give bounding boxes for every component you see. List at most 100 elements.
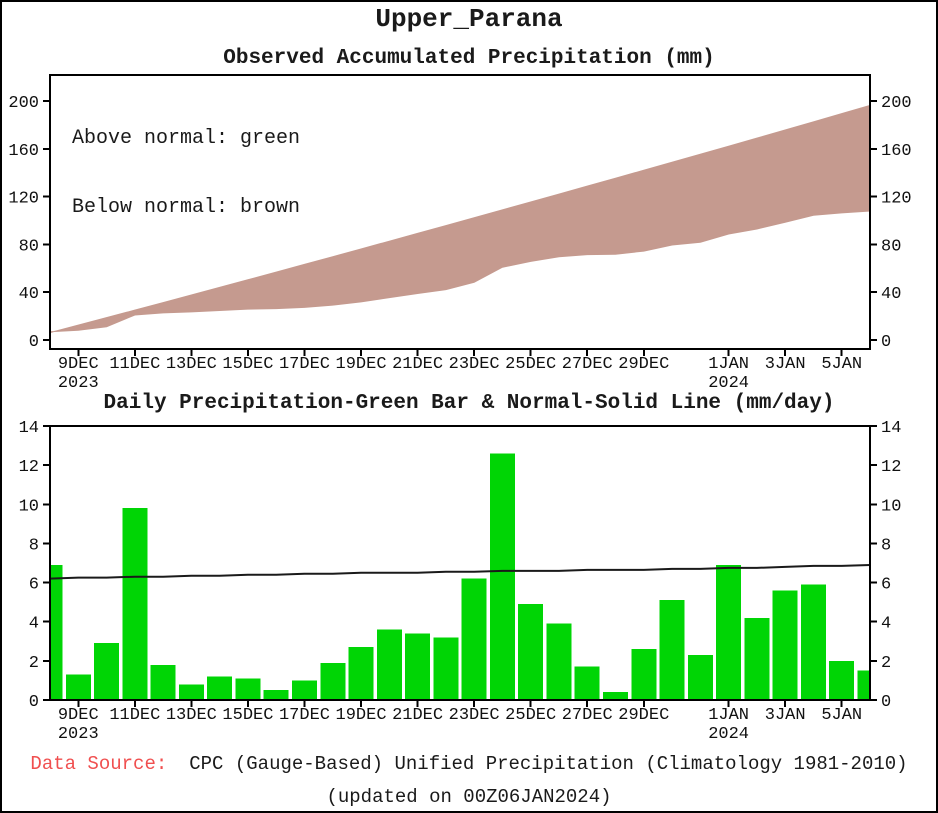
daily-y-tick-label: 12: [881, 458, 901, 477]
daily-y-tick-label: 14: [881, 419, 901, 438]
daily-precip-bar: [461, 578, 487, 700]
accum-y-tick-label: 40: [881, 285, 901, 304]
accum-y-tick-label: 0: [29, 333, 39, 352]
daily-precip-bar: [50, 564, 63, 700]
daily-y-tick-label: 2: [881, 654, 891, 673]
accumulated-chart-title: Observed Accumulated Precipitation (mm): [223, 47, 715, 70]
x-year-label: 2023: [58, 725, 99, 744]
daily-precip-bar: [857, 670, 870, 700]
x-tick-label: 15DEC: [222, 355, 273, 374]
accum-y-tick-label: 40: [19, 285, 39, 304]
daily-precip-bar: [744, 617, 770, 700]
x-year-label: 2023: [58, 374, 99, 393]
daily-precip-bar: [659, 600, 685, 700]
x-tick-label: 9DEC: [58, 706, 99, 725]
daily-precip-bar: [829, 660, 855, 700]
accum-y-tick-label: 200: [881, 94, 912, 113]
x-tick-label: 3JAN: [765, 706, 806, 725]
x-tick-label: 21DEC: [392, 706, 443, 725]
daily-precip-bar: [178, 684, 204, 700]
data-source-label: Data Source:: [30, 753, 168, 775]
x-tick-label: 29DEC: [618, 706, 669, 725]
updated-line: (updated on 00Z06JAN2024): [326, 786, 612, 808]
x-tick-label: 27DEC: [562, 706, 613, 725]
x-tick-label: 23DEC: [449, 355, 500, 374]
daily-y-tick-label: 6: [29, 576, 39, 595]
daily-y-tick-label: 6: [881, 576, 891, 595]
x-tick-label: 5JAN: [821, 706, 862, 725]
legend: Above normal: green Below normal: brown: [72, 81, 300, 265]
data-source-text: CPC (Gauge-Based) Unified Precipitation …: [189, 753, 908, 775]
daily-y-tick-label: 2: [29, 654, 39, 673]
x-tick-label: 13DEC: [166, 706, 217, 725]
accum-y-tick-label: 200: [8, 94, 39, 113]
daily-y-tick-label: 14: [19, 419, 39, 438]
x-tick-label: 29DEC: [618, 355, 669, 374]
daily-precip-bar: [94, 643, 120, 700]
x-tick-label: 5JAN: [821, 355, 862, 374]
accum-y-tick-label: 120: [881, 190, 912, 209]
x-tick-label: 9DEC: [58, 355, 99, 374]
x-tick-label: 19DEC: [336, 355, 387, 374]
daily-precip-bar: [772, 590, 798, 700]
daily-precip-bar: [207, 676, 233, 700]
x-tick-label: 11DEC: [109, 706, 160, 725]
daily-chart-title: Daily Precipitation-Green Bar & Normal-S…: [103, 392, 835, 415]
daily-precip-bar: [405, 633, 431, 700]
daily-y-tick-label: 4: [29, 615, 39, 634]
legend-above-normal: Above normal: green: [72, 127, 301, 150]
legend-below-normal: Below normal: brown: [72, 196, 301, 219]
daily-precip-bar: [320, 662, 346, 700]
daily-precip-bar: [546, 623, 572, 700]
x-year-label: 2024: [708, 374, 749, 393]
daily-precip-bar: [65, 674, 91, 700]
accum-y-tick-label: 120: [8, 190, 39, 209]
daily-y-tick-label: 8: [29, 536, 39, 555]
x-tick-label: 27DEC: [562, 355, 613, 374]
daily-precip-bar: [489, 453, 515, 700]
daily-y-tick-label: 10: [19, 497, 39, 516]
x-tick-label: 15DEC: [222, 706, 273, 725]
daily-precip-bar: [687, 654, 713, 700]
daily-precip-bar: [376, 629, 402, 700]
daily-precip-bar: [433, 637, 459, 700]
daily-precip-bar: [122, 508, 148, 700]
accum-y-tick-label: 160: [8, 142, 39, 161]
x-tick-label: 25DEC: [505, 355, 556, 374]
x-tick-label: 25DEC: [505, 706, 556, 725]
x-tick-label: 21DEC: [392, 355, 443, 374]
daily-precip-bar: [291, 680, 317, 700]
normal-line: [49, 563, 871, 580]
daily-precip-bar: [716, 564, 742, 700]
figure-title: Upper_Parana: [375, 4, 563, 34]
accum-y-tick-label: 80: [881, 237, 901, 256]
x-tick-label: 17DEC: [279, 355, 330, 374]
daily-y-tick-label: 0: [881, 693, 891, 712]
x-tick-label: 17DEC: [279, 706, 330, 725]
x-tick-label: 13DEC: [166, 355, 217, 374]
daily-y-tick-label: 8: [881, 536, 891, 555]
daily-precip-bar: [235, 678, 261, 700]
daily-plot-frame: [49, 425, 871, 701]
daily-precip-bar: [348, 647, 374, 700]
accum-y-tick-label: 80: [19, 237, 39, 256]
daily-y-tick-label: 4: [881, 615, 891, 634]
data-source-line: Data Source: CPC (Gauge-Based) Unified Pr…: [2, 753, 936, 775]
daily-precip-bar: [518, 604, 544, 700]
x-tick-label: 23DEC: [449, 706, 500, 725]
daily-bars-group: [50, 453, 870, 700]
accum-y-tick-label: 0: [881, 333, 891, 352]
daily-precip-bar: [574, 666, 600, 700]
daily-precip-bar: [603, 692, 629, 700]
daily-y-tick-label: 12: [19, 458, 39, 477]
x-year-label: 2024: [708, 725, 749, 744]
x-tick-label: 11DEC: [109, 355, 160, 374]
x-tick-label: 3JAN: [765, 355, 806, 374]
x-tick-label: 1JAN: [708, 706, 749, 725]
daily-precip-bar: [263, 690, 289, 700]
daily-y-tick-label: 10: [881, 497, 901, 516]
daily-precip-bar: [631, 649, 657, 700]
daily-precip-bar: [150, 664, 176, 700]
